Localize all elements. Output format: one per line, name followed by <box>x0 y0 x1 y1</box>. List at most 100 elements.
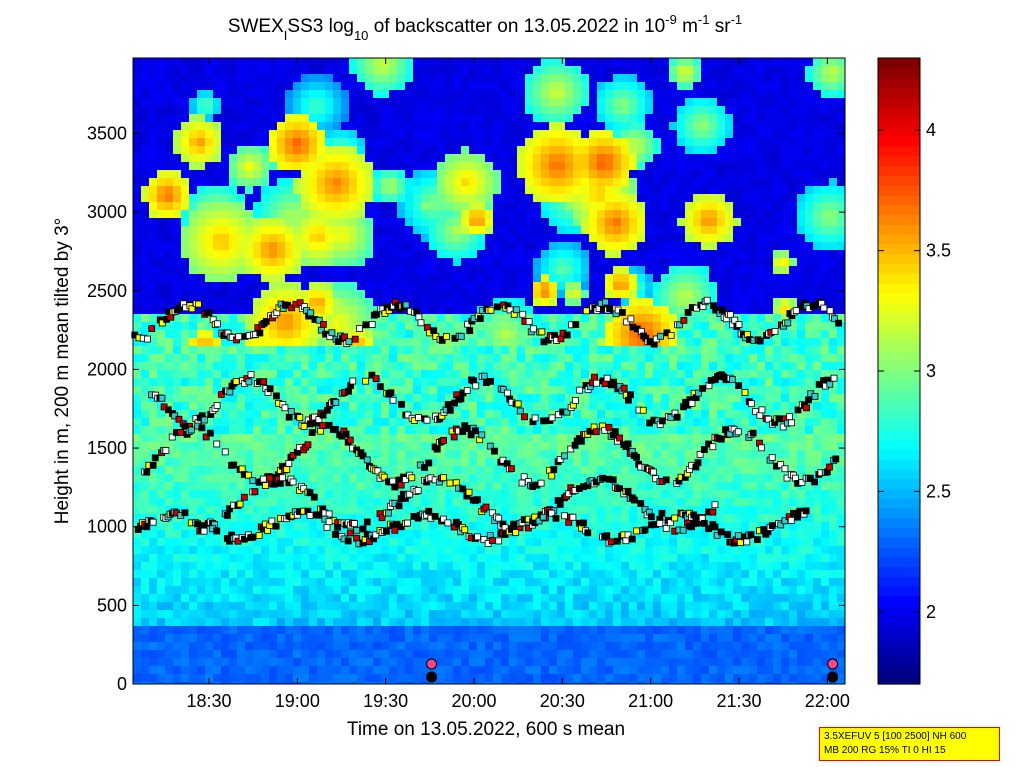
heat-cell <box>229 354 237 362</box>
heat-cell <box>805 250 813 258</box>
heat-cell <box>381 258 389 266</box>
heat-cell <box>829 266 837 274</box>
heat-cell <box>157 482 165 490</box>
heat-cell <box>357 466 365 474</box>
heat-cell <box>293 474 301 482</box>
heat-cell <box>645 178 653 186</box>
heat-cell <box>213 498 221 506</box>
heat-cell <box>213 290 221 298</box>
heat-cell <box>365 282 373 290</box>
heat-cell <box>437 482 445 490</box>
heat-cell <box>597 346 605 354</box>
heat-cell <box>365 258 373 266</box>
heat-cell <box>541 490 549 498</box>
heat-cell <box>573 138 581 146</box>
heat-cell <box>445 362 453 370</box>
heat-cell <box>773 474 781 482</box>
heat-cell <box>381 154 389 162</box>
heat-cell <box>541 370 549 378</box>
heat-cell <box>429 386 437 394</box>
heat-cell <box>765 498 773 506</box>
heat-cell <box>149 242 157 250</box>
heat-cell <box>277 226 285 234</box>
heat-cell <box>421 362 429 370</box>
heat-cell <box>413 298 421 306</box>
heat-cell <box>421 458 429 466</box>
heat-cell <box>317 442 325 450</box>
heat-cell <box>773 258 781 266</box>
heat-cell <box>821 130 829 138</box>
heat-cell <box>589 234 597 242</box>
heat-cell <box>149 418 157 426</box>
heat-cell <box>205 378 213 386</box>
heat-cell <box>173 122 181 130</box>
heat-cell <box>373 346 381 354</box>
heat-cell <box>829 74 837 82</box>
heat-cell <box>685 370 693 378</box>
heat-cell <box>677 426 685 434</box>
heat-cell <box>501 394 509 402</box>
heat-cell <box>189 186 197 194</box>
heat-cell <box>549 58 557 66</box>
heat-cell <box>517 194 525 202</box>
heat-cell <box>597 138 605 146</box>
heat-cell <box>605 466 613 474</box>
heat-cell <box>525 466 533 474</box>
heat-cell <box>285 162 293 170</box>
heat-cell <box>589 194 597 202</box>
heat-cell <box>197 346 205 354</box>
heat-cell <box>509 346 517 354</box>
heat-cell <box>277 290 285 298</box>
heat-cell <box>557 426 565 434</box>
heat-cell <box>405 370 413 378</box>
heat-cell <box>293 306 301 314</box>
heat-cell <box>525 162 533 170</box>
heat-cell <box>621 98 629 106</box>
heat-cell <box>693 98 701 106</box>
heat-cell <box>637 258 645 266</box>
heat-cell <box>293 234 301 242</box>
heat-cell <box>485 346 493 354</box>
heat-cell <box>637 402 645 410</box>
heat-cell <box>749 450 757 458</box>
heat-cell <box>461 498 469 506</box>
heat-cell <box>565 130 573 138</box>
heat-cell <box>237 162 245 170</box>
heat-cell <box>365 314 373 322</box>
heat-cell <box>461 234 469 242</box>
heat-cell <box>349 410 357 418</box>
heat-cell <box>589 90 597 98</box>
heat-cell <box>237 402 245 410</box>
heat-cell <box>389 242 397 250</box>
heat-cell <box>613 234 621 242</box>
heat-cell <box>525 290 533 298</box>
heat-cell <box>653 354 661 362</box>
heat-cell <box>597 186 605 194</box>
heat-cell <box>493 338 501 346</box>
heat-cell <box>781 266 789 274</box>
heat-cell <box>613 290 621 298</box>
heat-cell <box>557 234 565 242</box>
heat-cell <box>381 138 389 146</box>
heat-cell <box>797 410 805 418</box>
heat-cell <box>333 90 341 98</box>
heat-cell <box>229 194 237 202</box>
heat-cell <box>437 90 445 98</box>
heat-cell <box>821 434 829 442</box>
heat-cell <box>805 298 813 306</box>
heat-cell <box>165 154 173 162</box>
heat-cell <box>477 258 485 266</box>
heat-cell <box>253 186 261 194</box>
heat-cell <box>509 154 517 162</box>
heat-cell <box>533 58 541 66</box>
heat-cell <box>381 418 389 426</box>
heat-cell <box>165 74 173 82</box>
heat-cell <box>549 442 557 450</box>
heat-cell <box>349 346 357 354</box>
heat-cell <box>557 274 565 282</box>
heat-cell <box>245 338 253 346</box>
heat-cell <box>733 490 741 498</box>
heat-cell <box>229 506 237 514</box>
heat-cell <box>349 402 357 410</box>
heat-cell <box>773 402 781 410</box>
